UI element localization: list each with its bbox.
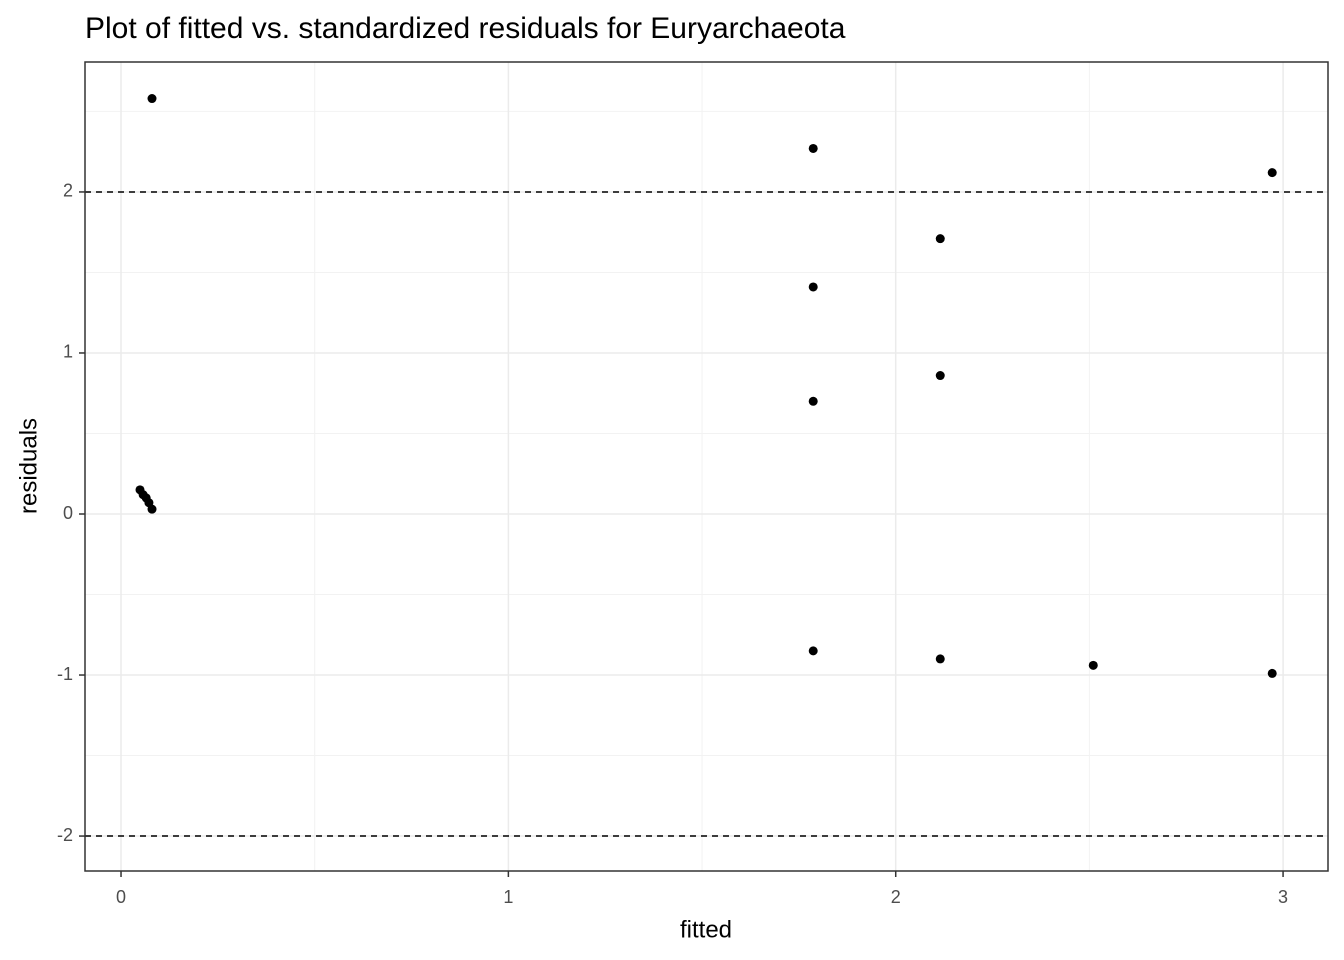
y-tick-label: 2	[63, 181, 73, 201]
y-tick-label: -1	[57, 664, 73, 684]
x-tick-label: 0	[116, 887, 126, 907]
point	[935, 371, 945, 381]
y-tick-label: 0	[63, 503, 73, 523]
x-tick-label: 1	[503, 887, 513, 907]
point	[808, 396, 818, 406]
y-axis-label: residuals	[15, 418, 42, 514]
point	[147, 94, 157, 104]
point	[935, 234, 945, 244]
point	[1088, 660, 1098, 670]
y-tick-label: 1	[63, 342, 73, 362]
point	[147, 504, 157, 514]
x-axis-label: fitted	[680, 916, 732, 943]
point	[808, 143, 818, 153]
panel-border	[84, 61, 1329, 872]
point	[935, 654, 945, 664]
point	[808, 282, 818, 292]
chart-title: Plot of fitted vs. standardized residual…	[85, 12, 846, 45]
x-tick-label: 3	[1278, 887, 1288, 907]
point	[808, 646, 818, 656]
point	[1267, 168, 1277, 178]
y-tick-label: -2	[57, 825, 73, 845]
point	[1267, 668, 1277, 678]
x-tick-label: 2	[891, 887, 901, 907]
